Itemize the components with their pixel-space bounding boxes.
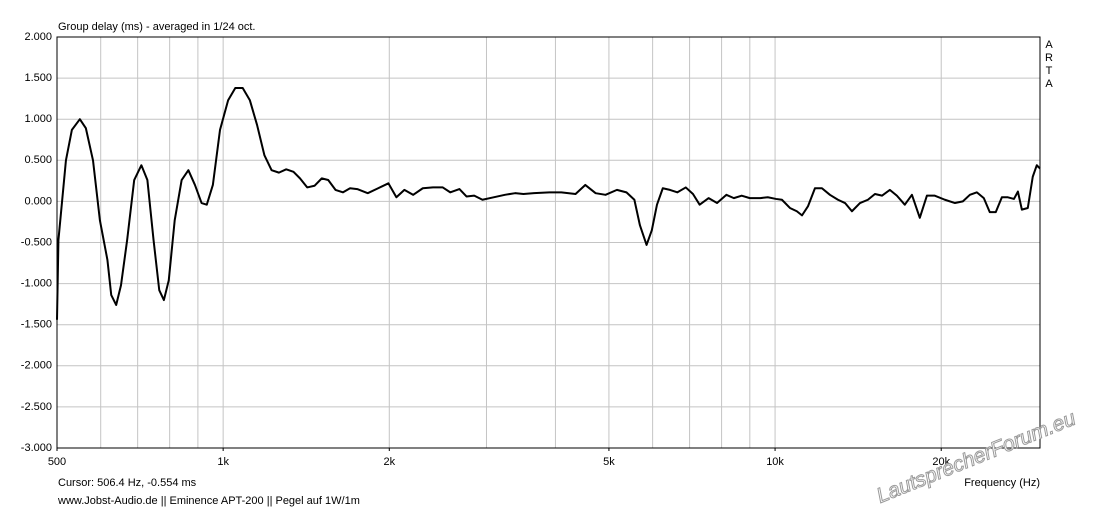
x-tick-label: 500 bbox=[48, 456, 66, 468]
y-tick-label: 0.500 bbox=[24, 154, 52, 166]
y-tick-label: -0.500 bbox=[21, 236, 52, 248]
cursor-readout: Cursor: 506.4 Hz, -0.554 ms bbox=[58, 477, 197, 489]
x-tick-label: 2k bbox=[383, 456, 395, 468]
y-tick-label: -3.000 bbox=[21, 442, 52, 454]
grid bbox=[57, 36, 1040, 449]
chart-title: Group delay (ms) - averaged in 1/24 oct. bbox=[58, 21, 255, 33]
x-tick-label: 5k bbox=[603, 456, 615, 468]
data-line bbox=[56, 86, 1041, 320]
x-tick-label: 20k bbox=[932, 456, 950, 468]
footer: www.Jobst-Audio.de || Eminence APT-200 |… bbox=[57, 495, 360, 507]
y-tick-label: 0.000 bbox=[24, 195, 52, 207]
plot-frame bbox=[56, 36, 1041, 449]
y-tick-label: -2.500 bbox=[21, 401, 52, 413]
x-axis-label: Frequency (Hz) bbox=[964, 477, 1040, 489]
y-tick-label: 1.000 bbox=[24, 113, 52, 125]
y-tick-label: -1.000 bbox=[21, 278, 52, 290]
y-tick-label: 2.000 bbox=[24, 31, 52, 43]
y-tick-label: -2.000 bbox=[21, 360, 52, 372]
x-tick-label: 1k bbox=[217, 456, 229, 468]
y-tick-label: 1.500 bbox=[24, 72, 52, 84]
y-tick-label: -1.500 bbox=[21, 319, 52, 331]
x-tick-label: 10k bbox=[766, 456, 784, 468]
